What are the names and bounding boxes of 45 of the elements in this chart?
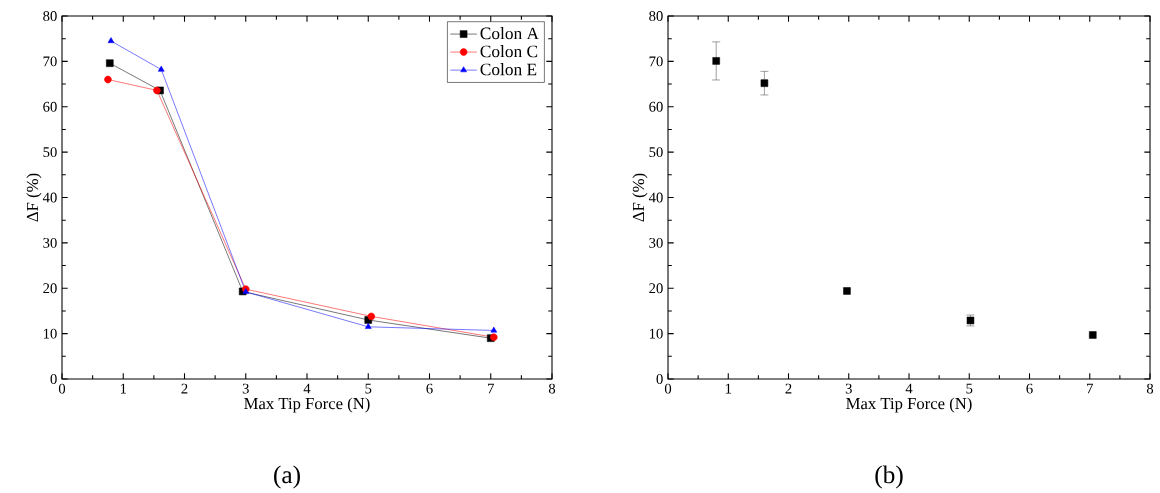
y-tick-label: 80 [649,11,663,21]
y-tick-label: 10 [649,328,663,339]
x-tick-label: 3 [242,383,249,394]
x-tick-label: 7 [1087,383,1093,394]
y-tick-label: 30 [43,237,57,248]
x-tick-label: 2 [181,383,188,394]
x-tick-label: 2 [785,383,792,394]
y-tick-label: 40 [648,192,663,203]
x-tick-label: 0 [664,383,672,394]
x-tick-label: 1 [725,383,732,394]
y-tick-label: 70 [43,56,57,67]
y-tick-label: 50 [43,147,57,158]
text: (a) [274,465,300,489]
x-tick-label: 0 [58,383,66,394]
y-tick-label: 0 [50,374,57,384]
legend-label: Colon A [480,27,539,40]
y-axis-title: ΔF (%) [26,173,42,222]
y-tick-label: 40 [42,192,57,203]
x-tick-label: 4 [303,383,311,394]
y-tick-label: 10 [43,328,57,339]
x-tick-label: 7 [488,383,494,394]
x-tick-label: 1 [120,383,127,394]
y-tick-label: 20 [43,283,57,294]
y-tick-label: 0 [656,374,663,384]
y-tick-label: 30 [649,237,663,248]
x-tick-label: 8 [1146,383,1154,394]
legend-label: Colon E [480,63,537,76]
x-tick-label: 4 [905,383,913,394]
x-tick-label: 5 [966,383,973,394]
y-tick-label: 70 [649,56,663,67]
x-tick-label: 6 [426,383,433,394]
x-axis-title: Max Tip Force (N) [846,397,972,413]
x-tick-label: 3 [845,383,852,394]
y-tick-label: 80 [43,11,57,21]
x-tick-label: 8 [548,383,556,394]
y-axis-title: ΔF (%) [632,173,648,222]
y-tick-label: 60 [43,101,57,112]
x-axis-title: Max Tip Force (N) [244,397,370,413]
y-tick-label: 60 [649,101,663,112]
x-tick-label: 5 [365,383,372,394]
y-tick-label: 50 [649,147,663,158]
y-tick-label: 20 [649,283,663,294]
legend-label: Colon C [480,45,538,58]
x-tick-label: 6 [1026,383,1033,394]
text: (b) [875,465,903,489]
